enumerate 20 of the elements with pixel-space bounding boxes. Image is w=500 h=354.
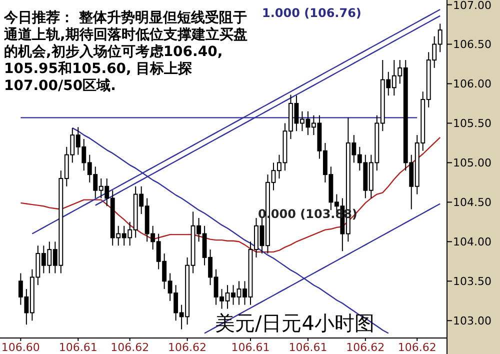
- x-tick-label: 106.61: [58, 341, 98, 354]
- annotation: 1.000 (106.76): [262, 6, 362, 20]
- x-tick-label: 106.60: [1, 341, 40, 354]
- x-tick-label: 106.62: [110, 341, 150, 354]
- y-tick-label: 103.00: [453, 314, 492, 328]
- y-tick-label: 107.00: [453, 0, 492, 12]
- annotation: 今日推荐： 整体升势明显但短线受阻于通道上轨,期待回落时低位支撑建立买盘的机会,初步入场位可考虑106.40, 105.95和105.60, 目标上探107.00/50区域.: [4, 10, 248, 95]
- y-tick-label: 106.00: [453, 78, 492, 91]
- y-tick-label: 103.50: [453, 275, 492, 288]
- x-tick-label: 106.62: [346, 341, 385, 354]
- x-tick-label: 106.61: [288, 341, 328, 354]
- x-tick-label: 106.61: [231, 341, 270, 354]
- y-tick-label: 105.00: [453, 156, 492, 170]
- line-series: [20, 136, 441, 253]
- y-tick-label: 104.50: [453, 196, 492, 210]
- y-tick-label: 104.00: [453, 236, 492, 249]
- y-tick-label: 105.50: [453, 117, 492, 130]
- x-tick-label: 106.62: [168, 341, 207, 354]
- x-tick-label: 106.62: [398, 341, 436, 354]
- y-tick-label: 106.50: [453, 38, 492, 52]
